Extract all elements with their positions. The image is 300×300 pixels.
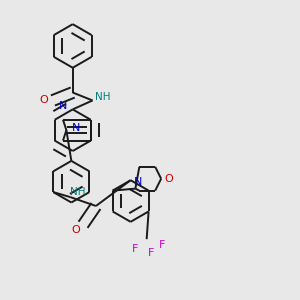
Text: NH: NH — [70, 187, 86, 197]
Text: O: O — [165, 174, 173, 184]
Text: NH: NH — [95, 92, 110, 101]
Text: N: N — [58, 101, 67, 111]
Text: N: N — [72, 123, 80, 133]
Text: F: F — [159, 240, 166, 250]
Text: O: O — [72, 225, 80, 235]
Text: N: N — [134, 177, 142, 187]
Text: F: F — [147, 248, 154, 258]
Text: F: F — [132, 244, 138, 254]
Text: O: O — [40, 95, 48, 106]
